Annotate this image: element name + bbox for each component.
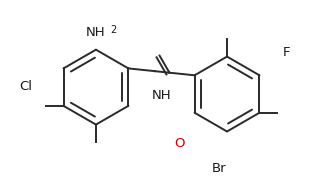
Text: O: O xyxy=(174,137,184,150)
Text: Br: Br xyxy=(212,162,227,175)
Text: NH: NH xyxy=(86,26,106,39)
Text: Cl: Cl xyxy=(19,80,32,93)
Text: NH: NH xyxy=(152,89,172,102)
Text: F: F xyxy=(283,46,291,59)
Text: 2: 2 xyxy=(111,25,117,35)
